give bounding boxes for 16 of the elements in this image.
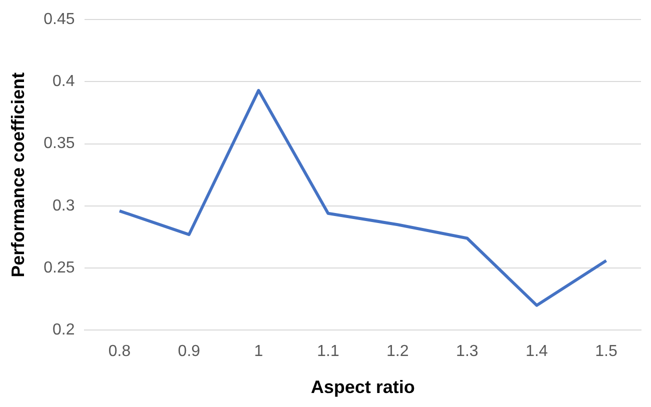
- x-tick-label: 1.5: [595, 343, 618, 360]
- x-axis-title: Aspect ratio: [310, 377, 415, 398]
- x-tick-label: 1.1: [316, 343, 340, 360]
- y-tick-label: 0.25: [44, 259, 75, 276]
- y-tick-label: 0.45: [44, 11, 75, 28]
- x-tick-label: 0.8: [108, 343, 131, 360]
- x-tick-label: 1.3: [456, 343, 478, 360]
- y-axis-title: Performance coefficient: [8, 72, 28, 278]
- x-tick-label: 1.2: [386, 343, 409, 360]
- y-tick-label: 0.3: [52, 197, 75, 214]
- x-tick-label: 0.9: [178, 343, 200, 360]
- x-tick-label: 1: [254, 343, 264, 360]
- y-tick-label: 0.2: [52, 322, 75, 339]
- y-tick-label: 0.35: [44, 135, 75, 152]
- x-tick-label: 1.4: [526, 343, 548, 360]
- y-tick-label: 0.4: [52, 73, 75, 90]
